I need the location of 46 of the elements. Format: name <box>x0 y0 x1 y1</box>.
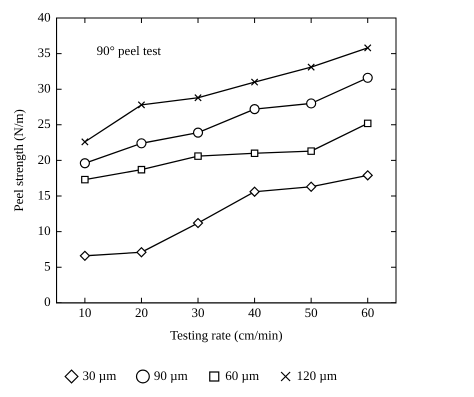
point <box>136 247 147 258</box>
legend-label: 90 µm <box>154 368 188 383</box>
point <box>364 120 372 128</box>
point <box>138 166 146 174</box>
point <box>306 98 316 109</box>
point <box>80 250 90 261</box>
point <box>136 138 147 148</box>
legend-label: 60 µm <box>225 368 260 383</box>
point <box>192 218 204 228</box>
x-tick-label: 30 <box>192 305 205 320</box>
y-tick-label: 30 <box>38 80 51 96</box>
point <box>249 186 260 197</box>
point <box>194 152 202 160</box>
x-tick-label: 20 <box>134 305 148 320</box>
y-tick-label: 35 <box>38 45 51 60</box>
x-tick-label: 10 <box>78 305 92 320</box>
y-tick-label: 0 <box>44 294 51 310</box>
point <box>306 182 316 192</box>
legend-label: 30 µm <box>82 368 116 383</box>
y-tick-label: 5 <box>44 258 51 274</box>
point <box>250 78 258 86</box>
point <box>81 176 89 184</box>
point <box>307 63 315 71</box>
y-axis-title: Peel strength (N/m) <box>11 109 26 212</box>
y-tick-label: 10 <box>38 223 51 238</box>
x-tick-label: 40 <box>248 305 262 320</box>
y-tick-label: 40 <box>38 9 51 24</box>
point <box>249 104 260 114</box>
point <box>362 170 373 180</box>
point <box>138 101 146 109</box>
point <box>364 44 372 52</box>
point <box>192 128 204 138</box>
y-tick-label: 15 <box>38 187 51 202</box>
annotation: 90° peel test <box>96 42 162 58</box>
point <box>307 147 315 155</box>
point <box>362 72 373 83</box>
y-tick-label: 20 <box>38 152 51 167</box>
point <box>81 138 89 146</box>
y-tick-label: 25 <box>38 116 51 132</box>
x-tick-label: 50 <box>304 305 318 320</box>
legend-label: 120 µm <box>296 368 337 383</box>
x-tick-label: 60 <box>361 305 374 320</box>
x-axis-title: Testing rate (cm/min) <box>170 328 283 343</box>
point <box>80 158 90 168</box>
point <box>194 94 202 102</box>
point <box>250 150 258 158</box>
